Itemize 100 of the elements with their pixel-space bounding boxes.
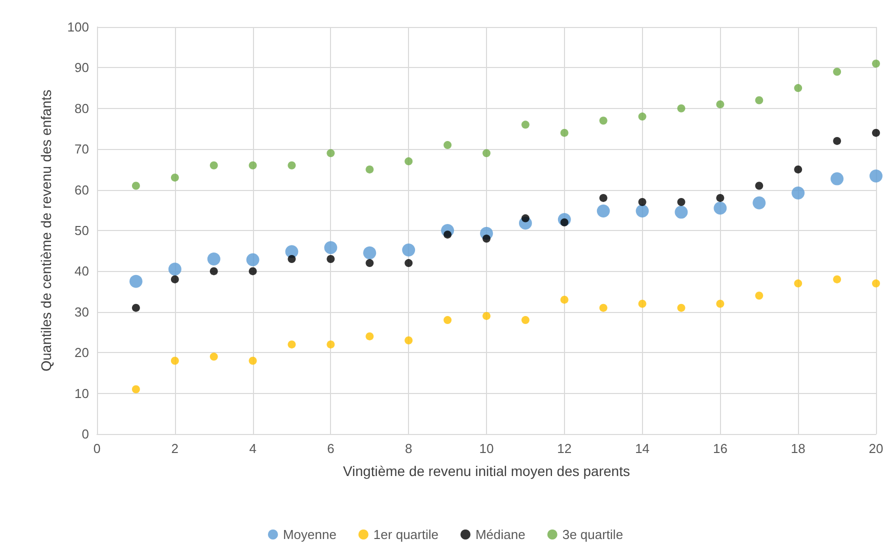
y-tick-label: 40 [74, 264, 89, 279]
y-tick-label: 0 [82, 426, 89, 442]
point [521, 316, 530, 324]
legend-label: Médiane [475, 527, 526, 542]
x-tick-label: 2 [171, 441, 179, 456]
y-tick-label: 30 [74, 304, 89, 320]
point [366, 259, 374, 268]
point [638, 198, 646, 206]
point [288, 340, 296, 348]
point [716, 100, 724, 108]
point [596, 204, 610, 218]
point [326, 149, 335, 158]
point [246, 253, 260, 266]
point [132, 385, 140, 394]
point [872, 60, 880, 68]
y-tick-label: 80 [74, 100, 89, 116]
point [794, 165, 802, 174]
x-tick-label: 16 [712, 441, 728, 456]
point [677, 104, 686, 112]
point [599, 116, 608, 125]
point [248, 161, 257, 170]
point [248, 356, 257, 365]
point [830, 172, 844, 186]
legend-label: 1er quartile [373, 527, 438, 542]
x-tick-label: 4 [249, 441, 256, 456]
point [677, 304, 686, 312]
y-tick-label: 20 [74, 345, 89, 360]
point [755, 292, 764, 300]
point [677, 198, 686, 206]
x-tick-label: 8 [404, 441, 412, 456]
point [755, 96, 764, 104]
x-tick-label: 6 [327, 441, 334, 456]
point [363, 246, 376, 260]
point [714, 202, 727, 215]
point [444, 316, 452, 324]
point [638, 300, 646, 308]
y-tick-label: 60 [74, 182, 89, 198]
point [132, 182, 140, 190]
point [599, 304, 608, 312]
point [132, 304, 140, 312]
point [129, 274, 142, 288]
point [716, 194, 724, 202]
y-tick-label: 100 [67, 20, 89, 34]
point [482, 234, 490, 243]
x-tick-label: 10 [479, 441, 494, 456]
point [833, 68, 842, 76]
point [402, 244, 416, 257]
point [638, 112, 646, 121]
point [170, 356, 179, 365]
y-axis-title: Quantiles de centième de revenu des enfants [38, 90, 54, 372]
y-tick-label: 70 [74, 142, 89, 157]
point [755, 182, 764, 190]
point [833, 136, 842, 145]
point [482, 312, 490, 320]
point [636, 204, 649, 218]
x-axis-title: Vingtième de revenu initial moyen des parents [343, 463, 630, 479]
point [444, 141, 452, 150]
y-tick-label: 90 [74, 60, 89, 76]
point [674, 206, 688, 219]
point [794, 84, 802, 92]
point [521, 214, 530, 222]
point [872, 128, 880, 137]
point [288, 254, 296, 263]
point [170, 275, 179, 284]
point [560, 128, 568, 137]
point [792, 186, 805, 200]
point [366, 332, 374, 340]
y-tick-label: 10 [74, 386, 89, 401]
point [599, 194, 608, 202]
point [210, 352, 218, 361]
point [366, 165, 374, 174]
point [404, 259, 413, 268]
point [870, 169, 882, 182]
point [168, 262, 182, 276]
point [482, 149, 490, 158]
point [248, 267, 257, 276]
y-tick-label: 50 [74, 223, 89, 238]
point [326, 340, 335, 348]
point [404, 157, 413, 166]
x-tick-label: 18 [790, 441, 806, 456]
point [170, 174, 179, 182]
x-tick-label: 20 [868, 441, 884, 456]
x-tick-label: 14 [635, 441, 650, 456]
legend-label: Moyenne [282, 527, 336, 542]
point [752, 196, 766, 210]
legend-label: 3e quartile [562, 527, 624, 542]
point [326, 254, 335, 263]
point [210, 267, 218, 276]
point [288, 161, 296, 170]
point [716, 300, 724, 308]
point [207, 252, 220, 266]
point [833, 275, 842, 284]
point [324, 241, 338, 254]
x-tick-label: 12 [557, 441, 572, 456]
point [521, 120, 530, 129]
point [404, 336, 413, 344]
point [210, 161, 218, 170]
point [560, 296, 568, 304]
point [872, 279, 880, 288]
point [794, 279, 802, 288]
